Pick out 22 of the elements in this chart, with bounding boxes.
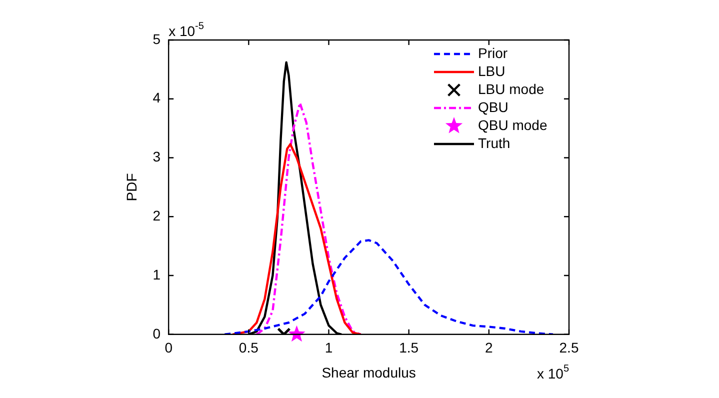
x-tick-label: 2 bbox=[485, 340, 494, 356]
x-tick-label: 0.5 bbox=[238, 340, 259, 356]
legend-label: LBU bbox=[478, 62, 506, 79]
y-axis-title: PDF bbox=[123, 173, 140, 202]
legend-label: QBU bbox=[478, 98, 508, 115]
x-tick-label: 2.5 bbox=[559, 340, 579, 356]
y-tick-label: 4 bbox=[152, 90, 161, 106]
line-series bbox=[256, 102, 362, 334]
x-tick-label: 1.5 bbox=[399, 340, 419, 356]
x-axis-title: Shear modulus bbox=[322, 364, 416, 380]
line-series bbox=[224, 239, 554, 334]
legend-label: LBU mode bbox=[478, 80, 544, 97]
y-tick-label: 3 bbox=[152, 148, 161, 165]
y-tick-label: 2 bbox=[152, 208, 161, 224]
y-tick-label: 5 bbox=[152, 30, 161, 47]
y-tick-label: 1 bbox=[152, 266, 161, 282]
legend-label: Truth bbox=[478, 134, 510, 151]
legend-label: Prior bbox=[478, 44, 508, 61]
x-tick-label: 0 bbox=[164, 340, 173, 356]
x-tick-label: 1 bbox=[324, 340, 333, 356]
y-tick-label: 0 bbox=[152, 325, 161, 342]
legend-label: QBU mode bbox=[478, 116, 548, 133]
